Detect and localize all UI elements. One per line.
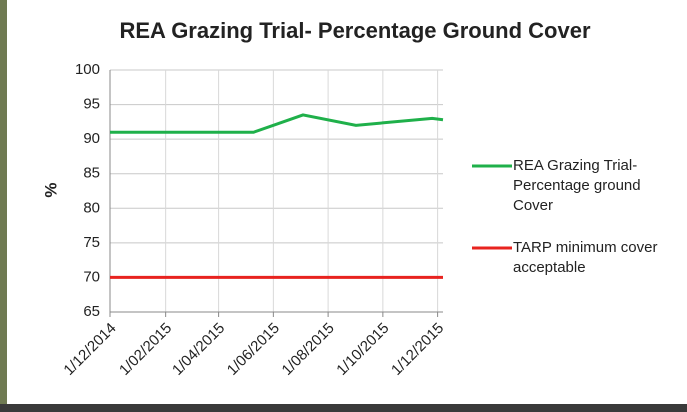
y-tick-label: 75 [83,234,100,251]
x-tick-label: 1/08/2015 [279,320,338,379]
y-tick-label: 70 [83,268,100,285]
y-tick-label: 65 [83,303,100,320]
series-line [110,115,443,132]
background-strip [0,0,7,412]
y-tick-label: 80 [83,199,100,216]
x-tick-label: 1/04/2015 [169,320,228,379]
x-tick-label: 1/02/2015 [116,320,175,379]
bottom-border [0,404,687,412]
y-tick-label: 85 [83,165,100,182]
x-tick-label: 1/12/2014 [60,320,119,379]
y-tick-label: 90 [83,130,100,147]
screenshot: REA Grazing Trial- Percentage Ground Cov… [0,0,687,412]
y-tick-label: 95 [83,96,100,113]
chart-title: REA Grazing Trial- Percentage Ground Cov… [119,18,591,43]
y-tick-label: 100 [75,61,100,78]
x-tick-label: 1/12/2015 [388,320,447,379]
legend-label: REA Grazing Trial- Percentage ground Cov… [513,156,683,216]
x-tick-label: 1/10/2015 [333,320,392,379]
y-axis-label: % [41,182,60,197]
x-tick-label: 1/06/2015 [224,320,283,379]
legend-label: TARP minimum cover acceptable [513,238,683,278]
